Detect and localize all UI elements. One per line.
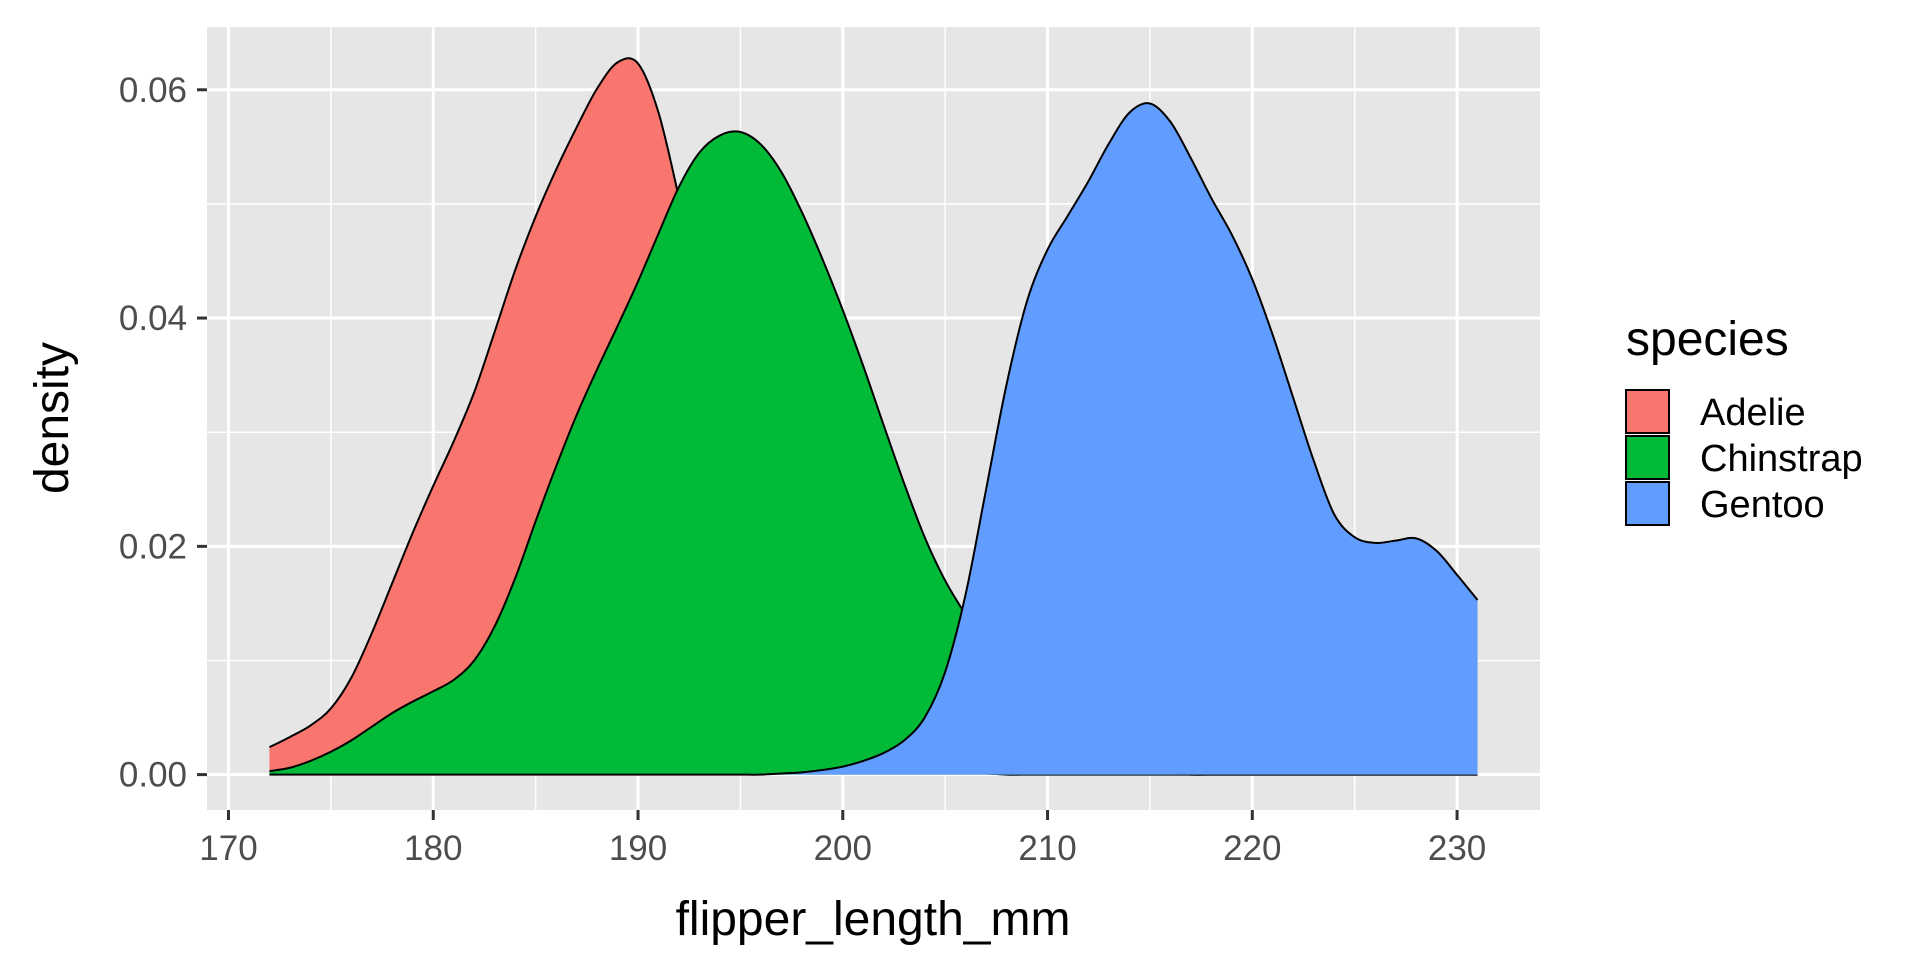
density-areas [269, 57, 1479, 776]
y-axis-title: density [26, 342, 79, 494]
legend-key-chinstrap [1625, 435, 1670, 480]
x-tick-label: 180 [404, 829, 462, 868]
y-tick-label: 0.04 [119, 299, 187, 338]
y-tick-label: 0.02 [119, 527, 187, 566]
x-tick-label: 230 [1428, 829, 1486, 868]
legend-label-chinstrap: Chinstrap [1700, 438, 1863, 480]
y-tick-label: 0.06 [119, 71, 187, 110]
legend-label-adelie: Adelie [1700, 392, 1806, 434]
density-area-chinstrap [269, 131, 1478, 775]
x-tick-label: 200 [814, 829, 872, 868]
density-outline-gentoo [269, 102, 1479, 776]
axes: 0.00 0.02 0.04 0.06 170 180 190 200 210 220 230 [119, 71, 1486, 868]
legend-title: species [1626, 313, 1789, 366]
x-tick-label: 210 [1018, 829, 1076, 868]
legend-key-gentoo [1625, 481, 1670, 526]
density-area-gentoo [269, 103, 1478, 775]
x-axis-title: flipper_length_mm [676, 893, 1071, 946]
x-tick-label: 190 [609, 829, 667, 868]
legend-label-gentoo: Gentoo [1700, 484, 1825, 526]
legend-key-adelie [1625, 389, 1670, 434]
x-tick-label: 220 [1223, 829, 1281, 868]
y-tick-label: 0.00 [119, 756, 187, 795]
x-tick-label: 170 [199, 829, 257, 868]
